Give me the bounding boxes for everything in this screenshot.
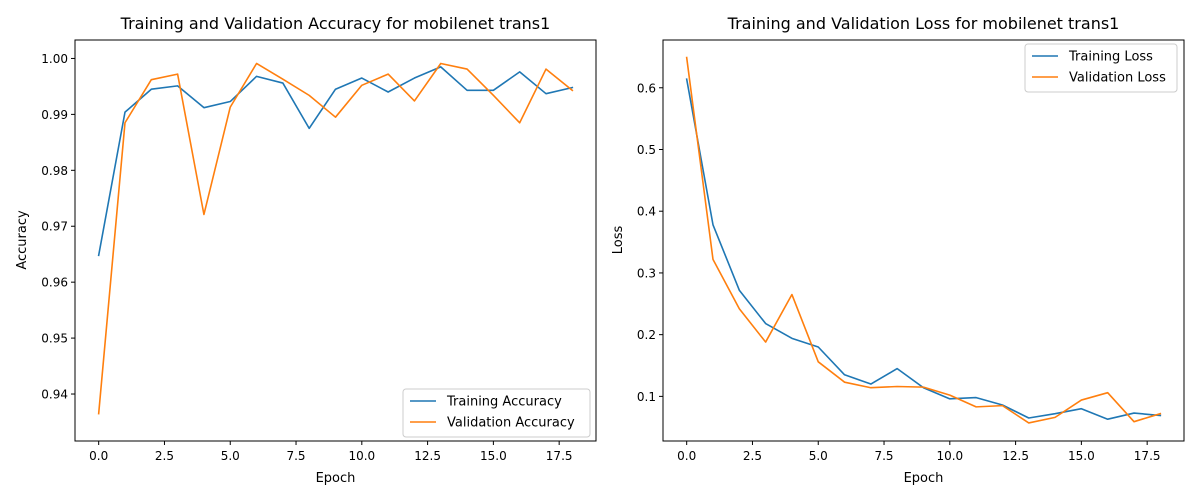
loss-x-tick-label: 5.0 [809, 449, 828, 463]
accuracy-x-axis-label: Epoch [316, 471, 356, 486]
legend-label-validation-accuracy: Validation Accuracy [447, 416, 575, 431]
legend-label-validation-loss: Validation Loss [1069, 71, 1166, 86]
accuracy-y-tick-label: 0.97 [41, 220, 68, 234]
accuracy-y-tick-label: 0.96 [41, 276, 68, 290]
loss-x-tick-label: 0.0 [677, 449, 696, 463]
loss-x-tick-label: 17.5 [1134, 449, 1161, 463]
legend-label-training-accuracy: Training Accuracy [446, 395, 562, 410]
accuracy-y-tick-label: 0.95 [41, 332, 68, 346]
loss-x-axis-label: Epoch [904, 471, 944, 486]
accuracy-x-tick-label: 15.0 [480, 449, 507, 463]
accuracy-plot-frame [74, 39, 597, 442]
loss-series-lines [685, 56, 1162, 424]
accuracy-x-tick-label: 2.5 [155, 449, 174, 463]
loss-y-tick-label: 0.1 [637, 390, 656, 404]
loss-legend: Training Loss Validation Loss [1024, 43, 1178, 93]
accuracy-y-axis-label: Accuracy [15, 210, 30, 270]
series-line-validation-accuracy [97, 62, 574, 415]
accuracy-chart: Training and Validation Accuracy for mob… [15, 14, 597, 486]
series-line-training-accuracy [97, 66, 574, 257]
loss-x-tick-label: 10.0 [936, 449, 963, 463]
accuracy-x-tick-label: 5.0 [221, 449, 240, 463]
accuracy-x-tick-label: 17.5 [546, 449, 573, 463]
accuracy-x-tick-label: 0.0 [89, 449, 108, 463]
loss-y-ticks: 0.1 0.2 0.3 0.4 0.5 0.6 [637, 81, 663, 404]
accuracy-y-tick-label: 0.94 [41, 388, 68, 402]
loss-y-tick-label: 0.3 [637, 266, 656, 280]
loss-legend-box [1024, 43, 1178, 93]
accuracy-x-tick-label: 10.0 [348, 449, 375, 463]
loss-y-tick-label: 0.5 [637, 143, 656, 157]
legend-label-training-loss: Training Loss [1068, 50, 1153, 65]
loss-y-axis-label: Loss [611, 226, 626, 255]
series-line-validation-loss [685, 56, 1162, 424]
accuracy-x-ticks: 0.0 2.5 5.0 7.5 10.0 12.5 15.0 17.5 [89, 441, 573, 463]
accuracy-x-tick-label: 7.5 [286, 449, 305, 463]
loss-x-tick-label: 12.5 [1002, 449, 1029, 463]
accuracy-y-tick-label: 0.99 [41, 108, 68, 122]
accuracy-y-tick-label: 0.98 [41, 164, 68, 178]
loss-y-tick-label: 0.2 [637, 328, 656, 342]
loss-chart: Training and Validation Loss for mobilen… [611, 14, 1185, 486]
accuracy-y-ticks: 0.94 0.95 0.96 0.97 0.98 0.99 1.00 [41, 52, 75, 402]
loss-y-tick-label: 0.6 [637, 81, 656, 95]
accuracy-series-lines [97, 62, 574, 415]
accuracy-legend: Training Accuracy Validation Accuracy [402, 388, 591, 438]
loss-plot-frame [662, 39, 1185, 442]
loss-y-tick-label: 0.4 [637, 205, 656, 219]
loss-x-tick-label: 15.0 [1068, 449, 1095, 463]
loss-x-tick-label: 7.5 [874, 449, 893, 463]
loss-x-tick-label: 2.5 [743, 449, 762, 463]
loss-chart-title: Training and Validation Loss for mobilen… [727, 14, 1120, 33]
loss-x-ticks: 0.0 2.5 5.0 7.5 10.0 12.5 15.0 17.5 [677, 441, 1161, 463]
accuracy-x-tick-label: 12.5 [414, 449, 441, 463]
accuracy-y-tick-label: 1.00 [41, 52, 68, 66]
accuracy-chart-title: Training and Validation Accuracy for mob… [120, 14, 551, 33]
accuracy-legend-box [402, 388, 591, 438]
